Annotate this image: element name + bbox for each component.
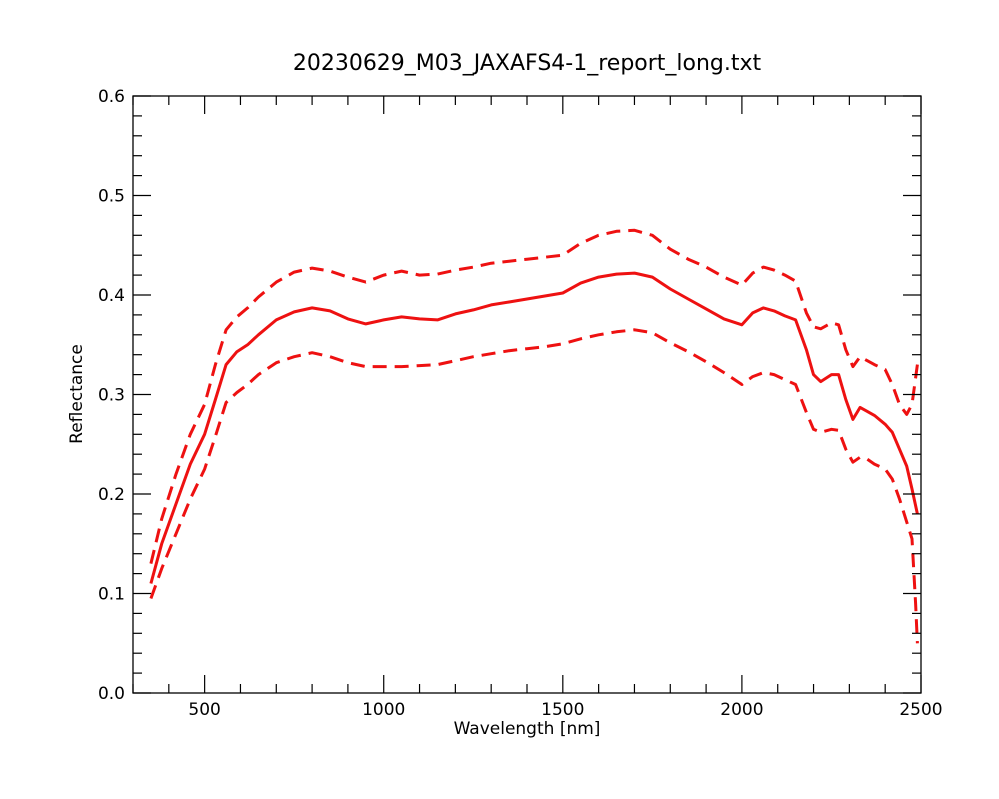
y-tick-label: 0.3 [98,386,125,406]
y-tick-label: 0.5 [98,187,125,207]
x-tick-label: 2500 [899,700,942,720]
x-tick-label: 2000 [720,700,763,720]
x-axis-label: Wavelength [nm] [454,719,601,739]
x-tick-label: 500 [188,700,220,720]
tick-layer: 500 1000 1500 2000 2500 0.0 0.1 0.2 0.3 0.4 0.5 0.6 [98,87,943,720]
y-tick-label: 0.2 [98,485,125,505]
x-tick-label: 1000 [362,700,405,720]
series-layer [149,228,919,644]
y-tick-label: 0.6 [98,87,125,107]
y-tick-label: 0.0 [98,684,125,704]
solid-series-line-0 [149,271,919,584]
y-axis-label: Reflectance [67,344,87,444]
y-tick-label: 0.1 [98,585,125,605]
dashed-series-line-2 [149,328,919,644]
dashed-series-line-1 [149,228,919,564]
chart-title: 20230629_M03_JAXAFS4-1_report_long.txt [293,51,762,76]
y-tick-label: 0.4 [98,286,125,306]
x-tick-label: 1500 [541,700,584,720]
